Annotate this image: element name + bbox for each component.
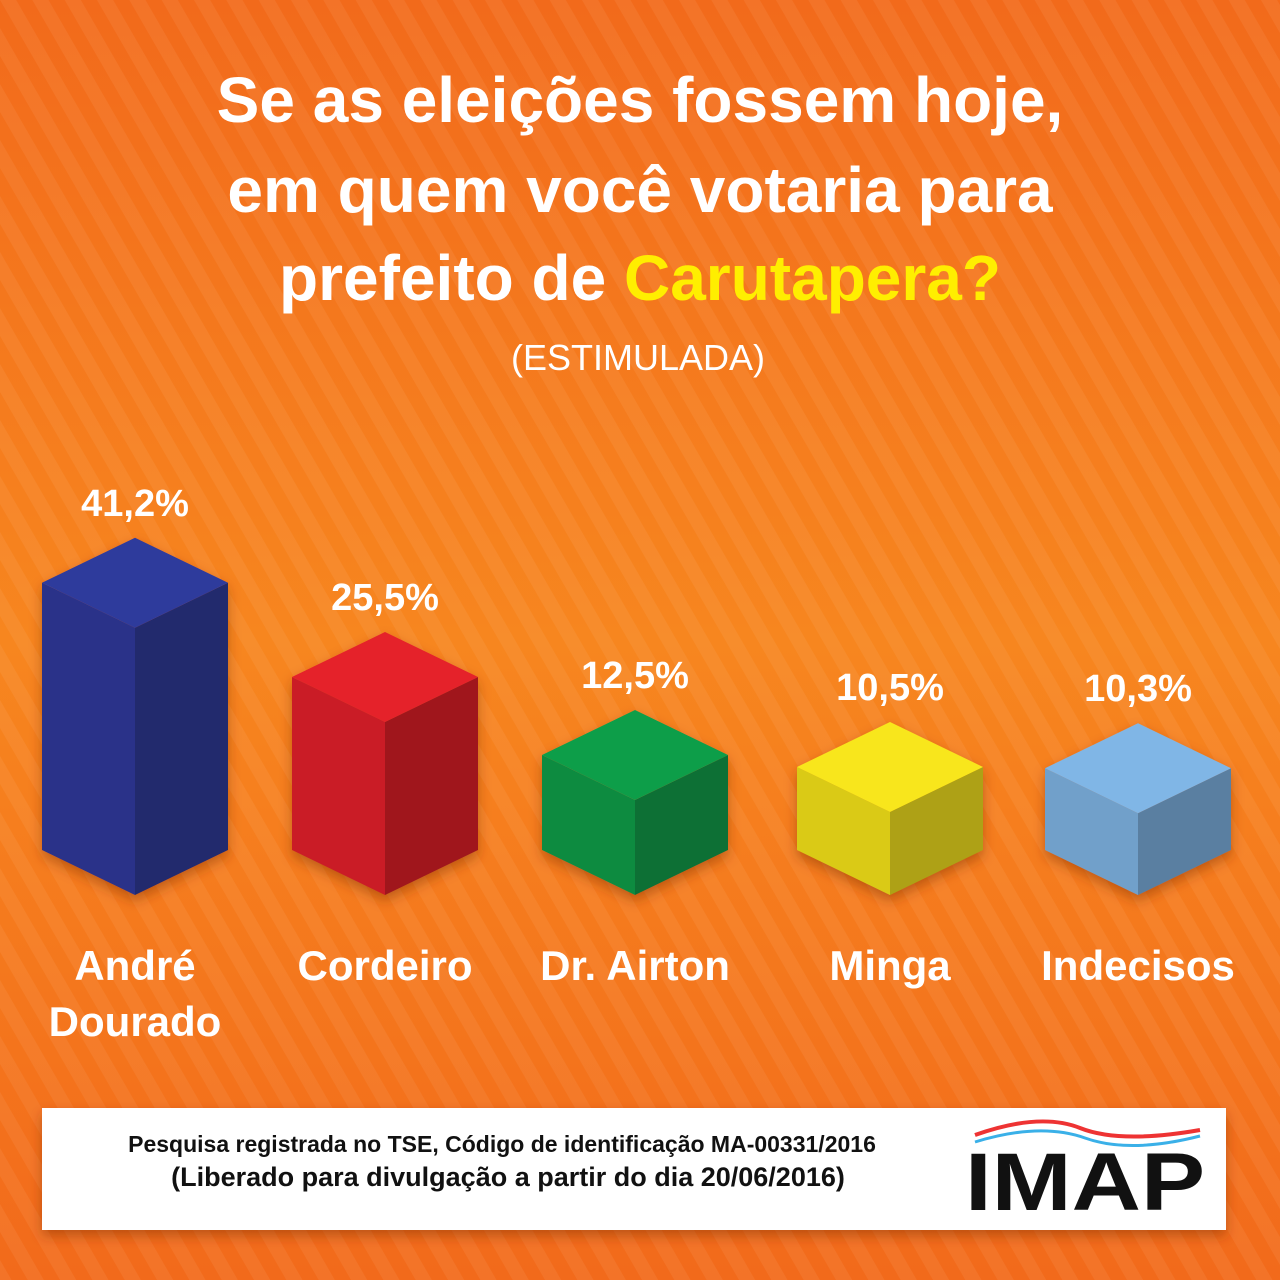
bar-top-face bbox=[1045, 723, 1231, 814]
bar-right-face bbox=[1138, 768, 1231, 895]
footnote: Pesquisa registrada no TSE, Código de id… bbox=[128, 1131, 876, 1157]
bar bbox=[292, 632, 478, 895]
bar-right-face bbox=[635, 755, 728, 895]
bar-right-face bbox=[385, 677, 478, 895]
title-highlight: Carutapera? bbox=[624, 242, 1001, 314]
logo: IMAP bbox=[965, 1137, 1205, 1228]
value-label: 10,3% bbox=[1084, 668, 1192, 710]
bar-left-face bbox=[42, 582, 135, 895]
bar-right-face bbox=[890, 767, 983, 895]
title-line: em quem você votaria para bbox=[227, 154, 1053, 226]
logo-swoosh bbox=[974, 1129, 1201, 1148]
bars: 41,2% 25,5% 12,5% 10,5% 10,3% bbox=[42, 483, 1231, 895]
value-label: 10,5% bbox=[836, 667, 944, 709]
logo-swoosh bbox=[974, 1119, 1201, 1139]
title-line: prefeito de bbox=[279, 242, 606, 314]
title-line: Se as eleições fossem hoje, bbox=[217, 64, 1064, 136]
value-label: 12,5% bbox=[581, 655, 689, 697]
value-label: 25,5% bbox=[331, 577, 439, 619]
bar bbox=[42, 537, 228, 895]
category-label: Indecisos bbox=[1041, 942, 1235, 989]
title-line: prefeito de Carutapera? bbox=[279, 242, 1001, 314]
category-label: Cordeiro bbox=[297, 942, 473, 989]
subtitle: (ESTIMULADA) bbox=[511, 337, 765, 378]
bar-top-face bbox=[42, 537, 228, 628]
bar-left-face bbox=[1045, 768, 1138, 895]
bar-left-face bbox=[292, 677, 385, 895]
bar bbox=[1045, 723, 1231, 895]
footnote: (Liberado para divulgação a partir do di… bbox=[171, 1162, 845, 1192]
category-label: Dr. Airton bbox=[540, 942, 730, 989]
bar-right-face bbox=[135, 582, 228, 895]
bar-left-face bbox=[542, 755, 635, 895]
bar-top-face bbox=[797, 722, 983, 812]
bar-top-face bbox=[292, 632, 478, 722]
bar bbox=[542, 710, 728, 895]
footer-box bbox=[42, 1108, 1226, 1230]
category-label: Minga bbox=[829, 942, 951, 989]
bar-left-face bbox=[797, 767, 890, 895]
value-label: 41,2% bbox=[81, 483, 189, 525]
bar bbox=[797, 722, 983, 895]
category-label: André Dourado bbox=[48, 942, 222, 1045]
bar-top-face bbox=[542, 710, 728, 800]
title: Se as eleições fossem hoje, em quem você… bbox=[217, 64, 1064, 314]
